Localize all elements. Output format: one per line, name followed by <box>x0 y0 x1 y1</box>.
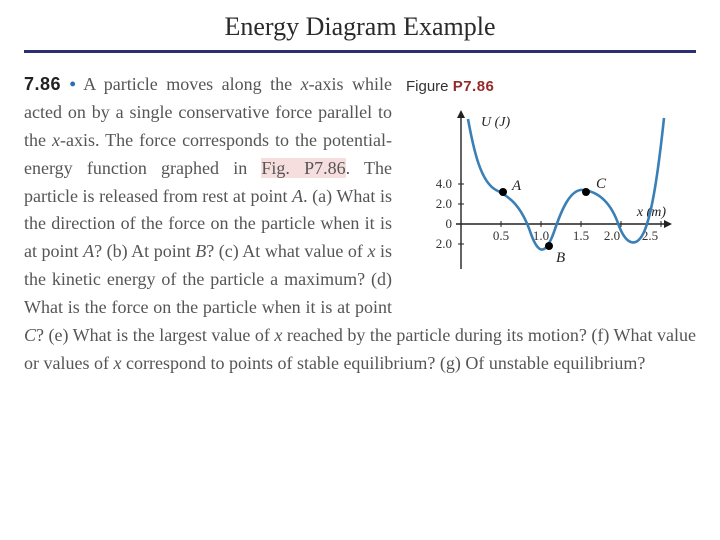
problem-number: 7.86 <box>24 74 61 94</box>
title-rule <box>24 50 696 53</box>
pt-C: C <box>24 325 36 345</box>
qe: ? (e) What is the largest value of <box>36 325 274 345</box>
var-x-2: x <box>52 130 60 150</box>
fig-ref: Fig. P7.86 <box>261 158 345 178</box>
xtick-05: 0.5 <box>493 228 509 243</box>
point-A-marker <box>499 188 507 196</box>
var-x-1: x <box>301 74 309 94</box>
point-A-label: A <box>511 178 522 194</box>
pt-A-1: A <box>292 186 303 206</box>
point-C-label: C <box>596 176 607 192</box>
figure-block: Figure P7.86 4.0 2.0 0 2.0 <box>406 75 696 303</box>
qfg: correspond to points of stable equilibri… <box>121 353 645 373</box>
figure-svg: 4.0 2.0 0 2.0 0.5 1.0 1.5 2.0 2.5 U (J) … <box>406 104 676 294</box>
xtick-20: 2.0 <box>604 228 620 243</box>
figure-caption-prefix: Figure <box>406 78 453 95</box>
p1a: A particle moves along the <box>83 74 300 94</box>
qb: ? (b) At point <box>94 241 195 261</box>
ytick-0: 0 <box>446 216 453 231</box>
point-B-marker <box>545 242 553 250</box>
y-axis-label: U (J) <box>481 115 510 130</box>
problem-content: Figure P7.86 4.0 2.0 0 2.0 <box>24 71 696 378</box>
ytick-n2: 2.0 <box>436 236 452 251</box>
figure-number: P7.86 <box>453 78 495 95</box>
figure-caption: Figure P7.86 <box>406 75 696 98</box>
ytick-4: 4.0 <box>436 176 452 191</box>
pt-B: B <box>195 241 206 261</box>
xtick-15: 1.5 <box>573 228 589 243</box>
point-B-label: B <box>556 250 565 266</box>
xtick-10: 1.0 <box>533 228 549 243</box>
ytick-2: 2.0 <box>436 196 452 211</box>
problem-bullet: • <box>70 74 76 94</box>
point-C-marker <box>582 188 590 196</box>
slide-title: Energy Diagram Example <box>24 12 696 50</box>
pt-A-2: A <box>83 241 94 261</box>
qc: ? (c) At what value of <box>206 241 367 261</box>
